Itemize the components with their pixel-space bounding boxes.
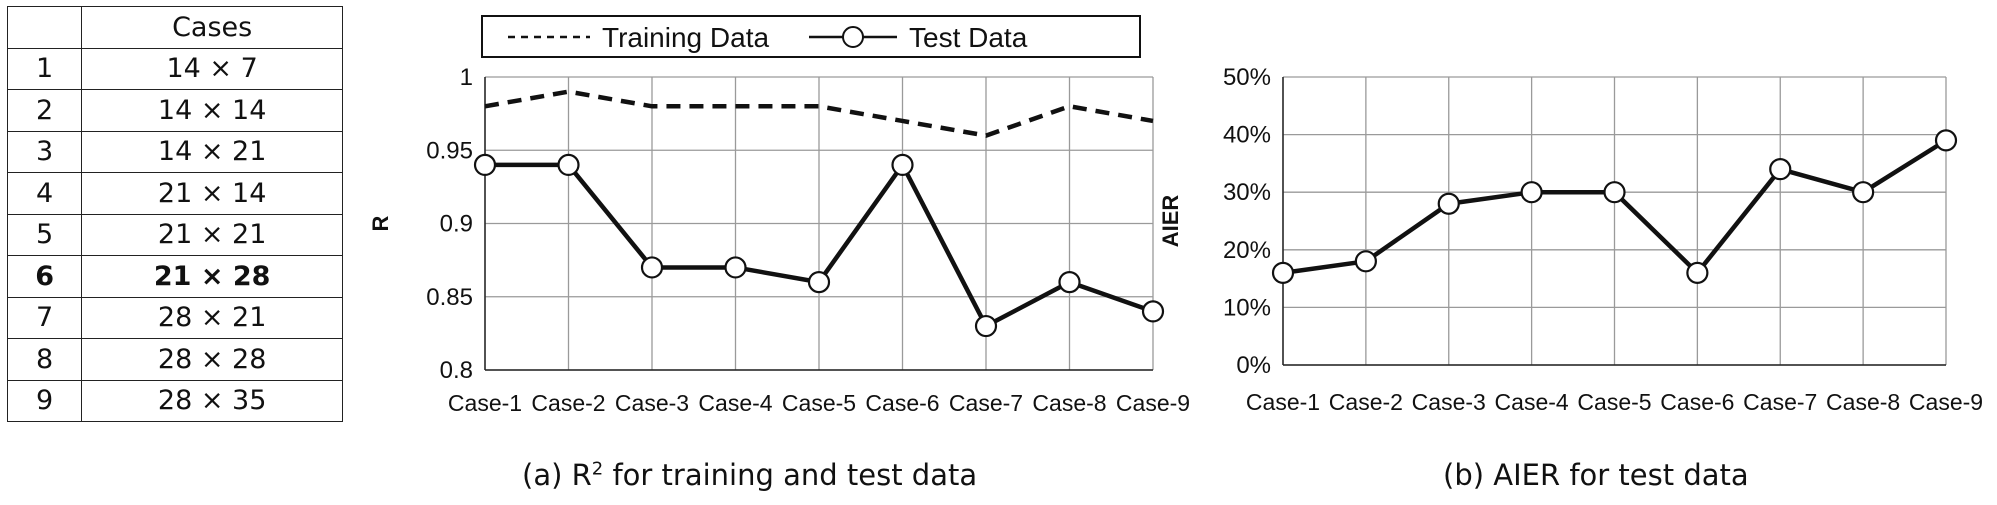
caption-a-superscript: 2 [591, 458, 604, 480]
table-cell-case: 28 × 21 [81, 296, 343, 339]
table-row: 8 28 × 28 [6, 338, 343, 381]
table-cell-case: 21 × 14 [81, 172, 343, 215]
y-tick-label: 10% [1223, 294, 1271, 321]
data-point [1686, 261, 1709, 284]
data-point [640, 256, 664, 279]
y-tick-label: 40% [1223, 122, 1271, 149]
chart-b-labels: 0% 10% 20% 30% 40% 50% Case-1 Case-2 Case-3 Case-… [1158, 64, 1983, 415]
table-cell-index: 5 [6, 213, 83, 256]
y-tick-label: 50% [1223, 64, 1271, 91]
data-point [1520, 181, 1543, 204]
data-point [1934, 129, 1958, 152]
caption-a-prefix: (a) R [522, 458, 592, 492]
data-point [1354, 250, 1377, 273]
table-cell-case: 21 × 21 [81, 213, 343, 256]
y-tick-label: 0.8 [440, 357, 473, 384]
x-tick-label: Case-9 [1116, 390, 1190, 416]
table-cell-case: 28 × 35 [81, 379, 343, 422]
table-row: 7 28 × 21 [6, 296, 343, 339]
data-point [557, 153, 580, 176]
x-tick-label: Case-5 [782, 390, 856, 416]
chart-b-grid [1282, 76, 1947, 366]
table-row: 2 14 × 14 [6, 89, 343, 132]
y-axis-title: AIER [1158, 195, 1183, 248]
series-line [484, 89, 1154, 138]
y-axis-title: R [368, 215, 393, 231]
x-tick-label: Case-6 [865, 390, 939, 416]
y-tick-label: 30% [1223, 179, 1271, 206]
x-tick-label: Case-7 [949, 390, 1023, 416]
data-point [473, 153, 497, 176]
cases-table-panel: Cases 1 14 × 7 2 14 × 14 3 14 × 21 4 21 × 14 5 21… [6, 6, 343, 422]
chart-a-series [473, 89, 1165, 338]
y-tick-label: 20% [1223, 237, 1271, 264]
x-tick-label: Case-9 [1909, 389, 1983, 415]
table-row: 3 14 × 21 [6, 130, 343, 173]
chart-a-labels: 0.8 0.85 0.9 0.95 1 Case-1 Case-2 Case-3 Case-4 C… [368, 64, 1190, 416]
chart-b-series [1271, 129, 1958, 284]
y-tick-label: 1 [460, 64, 473, 91]
data-point [974, 314, 998, 338]
x-tick-label: Case-4 [1495, 389, 1569, 415]
data-point [724, 256, 747, 279]
table-cell-index: 8 [6, 338, 83, 381]
table-row: 6 21 × 28 [6, 255, 343, 298]
table-cell-index: 4 [6, 172, 83, 215]
x-tick-label: Case-7 [1743, 389, 1817, 415]
y-tick-label: 0.95 [426, 137, 473, 164]
y-tick-label: 0% [1236, 352, 1271, 379]
caption-a: (a) R2 for training and test data [522, 458, 977, 492]
data-point [1603, 181, 1626, 204]
table-cell-index: 9 [6, 379, 83, 422]
data-point [891, 153, 914, 176]
data-point [1271, 261, 1295, 284]
table-cell-case: 21 × 28 [81, 255, 343, 298]
legend-test-label: Test Data [909, 22, 1028, 53]
table-cell-case: 14 × 14 [81, 89, 343, 132]
x-tick-label: Case-2 [1329, 389, 1403, 415]
data-point [1058, 271, 1081, 294]
cases-table: Cases 1 14 × 7 2 14 × 14 3 14 × 21 4 21 × 14 5 21… [6, 6, 343, 422]
table-cell-index: 6 [6, 255, 83, 298]
table-row: 5 21 × 21 [6, 213, 343, 256]
x-tick-label: Case-2 [531, 390, 605, 416]
legend-test-marker [842, 26, 864, 48]
data-point [1141, 300, 1165, 323]
data-point [1852, 181, 1875, 204]
table-cell-index: 7 [6, 296, 83, 339]
x-tick-label: Case-1 [448, 390, 522, 416]
caption-a-suffix: for training and test data [603, 458, 978, 492]
x-tick-label: Case-3 [615, 390, 689, 416]
table-row: 9 28 × 35 [6, 379, 343, 422]
data-point [1437, 192, 1460, 215]
table-cell-case: 14 × 7 [81, 47, 343, 90]
table-header-index [6, 6, 83, 49]
legend-training-label: Training Data [602, 22, 769, 53]
x-tick-label: Case-1 [1246, 389, 1320, 415]
x-tick-label: Case-6 [1660, 389, 1734, 415]
x-tick-label: Case-5 [1577, 389, 1651, 415]
table-row: 4 21 × 14 [6, 172, 343, 215]
data-point [807, 271, 831, 294]
x-tick-label: Case-3 [1412, 389, 1486, 415]
caption-b: (b) AIER for test data [1443, 458, 1749, 492]
y-tick-label: 0.85 [426, 284, 473, 311]
table-cell-index: 2 [6, 89, 83, 132]
x-tick-label: Case-8 [1032, 390, 1106, 416]
x-tick-label: Case-8 [1826, 389, 1900, 415]
x-tick-label: Case-4 [698, 390, 772, 416]
table-cell-case: 14 × 21 [81, 130, 343, 173]
data-point [1769, 158, 1792, 181]
chart-a-legend: Training Data Test Data [481, 15, 1141, 58]
cases-table-body: Cases 1 14 × 7 2 14 × 14 3 14 × 21 4 21 × 14 5 21… [6, 6, 343, 422]
y-tick-label: 0.9 [440, 211, 473, 238]
